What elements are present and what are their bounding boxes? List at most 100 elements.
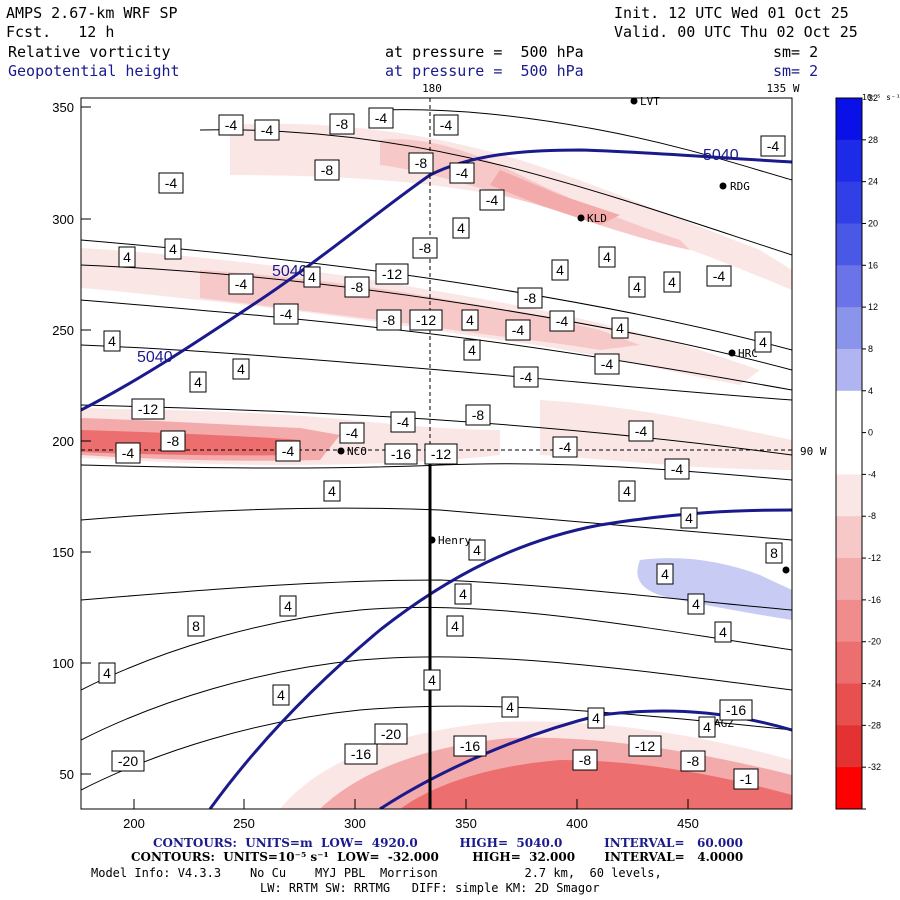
vorticity-label-text: -4	[235, 276, 248, 292]
vorticity-label-text: -4	[261, 122, 274, 138]
vorticity-label-text: -4	[280, 306, 293, 322]
vorticity-label-text: -4	[601, 356, 614, 372]
vorticity-label-text: -4	[671, 461, 684, 477]
colorbar-label: -28	[868, 720, 881, 730]
vorticity-label-text: -8	[524, 290, 537, 306]
vorticity-label-text: 4	[428, 672, 436, 688]
vorticity-label-text: -20	[381, 726, 401, 742]
vorticity-label: 8	[765, 542, 783, 564]
y-tick-label: 300	[52, 212, 74, 227]
vorticity-label: -16	[384, 443, 418, 465]
vorticity-label-text: -4	[225, 117, 238, 133]
vorticity-label: 4	[551, 259, 569, 281]
y-tick-label: 350	[52, 100, 74, 115]
vorticity-label-box	[111, 750, 145, 772]
vorticity-label-box	[719, 699, 753, 721]
station-label: NCO	[347, 445, 367, 458]
vorticity-label-box	[760, 135, 786, 157]
vorticity-label-box	[551, 259, 569, 281]
station-label: Henry	[438, 534, 471, 547]
vorticity-label-text: 4	[451, 618, 459, 634]
vorticity-label: -4	[273, 303, 299, 325]
colorbar-label: -20	[868, 637, 881, 647]
colorbar-border	[835, 97, 863, 810]
vorticity-label-text: -12	[382, 266, 402, 282]
vorticity-label-box	[158, 172, 184, 194]
vorticity-label-box	[628, 276, 646, 298]
vorticity-label-box	[303, 266, 321, 288]
fill-band-right	[540, 400, 792, 470]
vorticity-label-text: 8	[770, 545, 778, 561]
colorbar-label: -16	[868, 595, 881, 605]
station-marker	[728, 349, 736, 357]
vorticity-label-box	[687, 593, 705, 615]
vorticity-label-text: 4	[685, 510, 693, 526]
fill-streaks	[490, 170, 620, 225]
vorticity-label-text: -8	[419, 240, 432, 256]
x-tick-label: 350	[455, 816, 477, 831]
contour-line	[81, 579, 792, 611]
model-info-line1: Model Info: V4.3.3 No Cu MYJ PBL Morriso…	[91, 866, 662, 880]
vorticity-label-box	[412, 237, 438, 259]
vorticity-label-box	[344, 276, 370, 298]
vorticity-label-box	[384, 443, 418, 465]
vorticity-label-box	[424, 443, 458, 465]
vorticity-label-text: 4	[603, 249, 611, 265]
vorticity-label: 4	[618, 480, 636, 502]
vorticity-label-box	[131, 398, 165, 420]
colorbar-swatch	[836, 683, 862, 726]
vorticity-label: -8	[344, 276, 370, 298]
vorticity-label-box	[465, 404, 491, 426]
valid-time: Valid. 00 UTC Thu 02 Oct 25	[614, 23, 858, 41]
vorticity-label-text: -4	[165, 175, 178, 191]
station-marker	[577, 214, 585, 222]
x-tick-label: 400	[566, 816, 588, 831]
vorticity-label: -12	[424, 443, 458, 465]
colorbar-label: 16	[868, 260, 878, 270]
vorticity-label-box	[187, 615, 205, 637]
vorticity-label-box	[232, 358, 250, 380]
vorticity-label-box	[618, 480, 636, 502]
vorticity-label-box	[513, 366, 539, 388]
vorticity-label: -4	[706, 265, 732, 287]
contour-line	[81, 404, 792, 456]
fill-band-north	[230, 123, 792, 290]
vorticity-label-box	[461, 309, 479, 331]
vorticity-label: 4	[611, 317, 629, 339]
vorticity-label-box	[628, 735, 662, 757]
vorticity-label-text: 4	[459, 586, 467, 602]
vorticity-label-box	[446, 615, 464, 637]
vorticity-label-text: -12	[431, 446, 451, 462]
vorticity-label: 4	[189, 371, 207, 393]
contour-line	[81, 656, 792, 741]
init-time: Init. 12 UTC Wed 01 Oct 25	[614, 4, 849, 22]
vorticity-label: 4	[714, 621, 732, 643]
colorbar-label: 32	[868, 93, 878, 103]
colorbar-label: -8	[868, 511, 876, 521]
model-title: AMPS 2.67-km WRF SP	[6, 4, 178, 22]
vorticity-label-text: -4	[440, 117, 453, 133]
vorticity-label: -12	[375, 263, 409, 285]
vorticity-label-box	[587, 707, 605, 729]
vorticity-label-box	[374, 723, 408, 745]
vorticity-label-box	[663, 271, 681, 293]
colorbar-swatch	[836, 641, 862, 685]
colorbar-label: 0	[868, 428, 873, 438]
vorticity-label-box	[323, 480, 341, 502]
vorticity-label-text: -8	[472, 407, 485, 423]
vorticity-label-text: 4	[468, 342, 476, 358]
vorticity-label-text: -1	[740, 771, 753, 787]
vorticity-label: 4	[587, 707, 605, 729]
vorticity-label-text: 4	[616, 320, 624, 336]
vorticity-label-box	[680, 750, 706, 772]
fill-band-south-inner	[400, 760, 792, 809]
vorticity-label-text: 4	[466, 312, 474, 328]
colorbar-swatch	[836, 223, 862, 266]
vorticity-label-box	[453, 735, 487, 757]
vorticity-label-box	[390, 411, 416, 433]
vorticity-label-text: 4	[668, 274, 676, 290]
vorticity-label-box	[706, 265, 732, 287]
vorticity-label-box	[408, 152, 434, 174]
vorticity-label-text: -4	[512, 322, 525, 338]
colorbar-label: -12	[868, 553, 881, 563]
